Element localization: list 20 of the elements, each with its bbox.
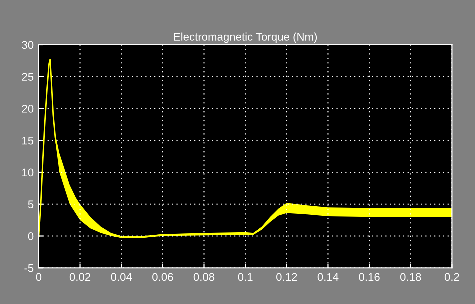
y-tick-label: 30 [22,41,34,50]
y-tick-label: 20 [22,105,34,113]
x-tick-label: 0.16 [359,273,380,282]
x-tick-label: 0.12 [276,273,298,282]
x-tick-label: 0 [36,273,42,282]
y-tick-label: -5 [24,264,34,272]
x-tick-label: 0.06 [152,273,174,282]
x-tick-label: 0.14 [318,273,339,282]
y-tick-label: 0 [28,232,34,240]
x-tick-label: 0.1 [238,273,253,282]
x-tick-label: 0.08 [194,273,215,282]
y-tick-label: 10 [22,168,34,177]
y-tick-label: 15 [22,137,34,145]
x-tick-label: 0.04 [111,273,132,282]
chart-title: Electromagnetic Torque (Nm) [174,32,318,44]
y-tick-label: 25 [22,73,34,82]
y-tick-label: 5 [28,200,34,209]
x-tick-label: 0.2 [444,273,460,282]
x-tick-label: 0.18 [400,273,422,282]
x-tick-label: 0.02 [70,273,91,282]
